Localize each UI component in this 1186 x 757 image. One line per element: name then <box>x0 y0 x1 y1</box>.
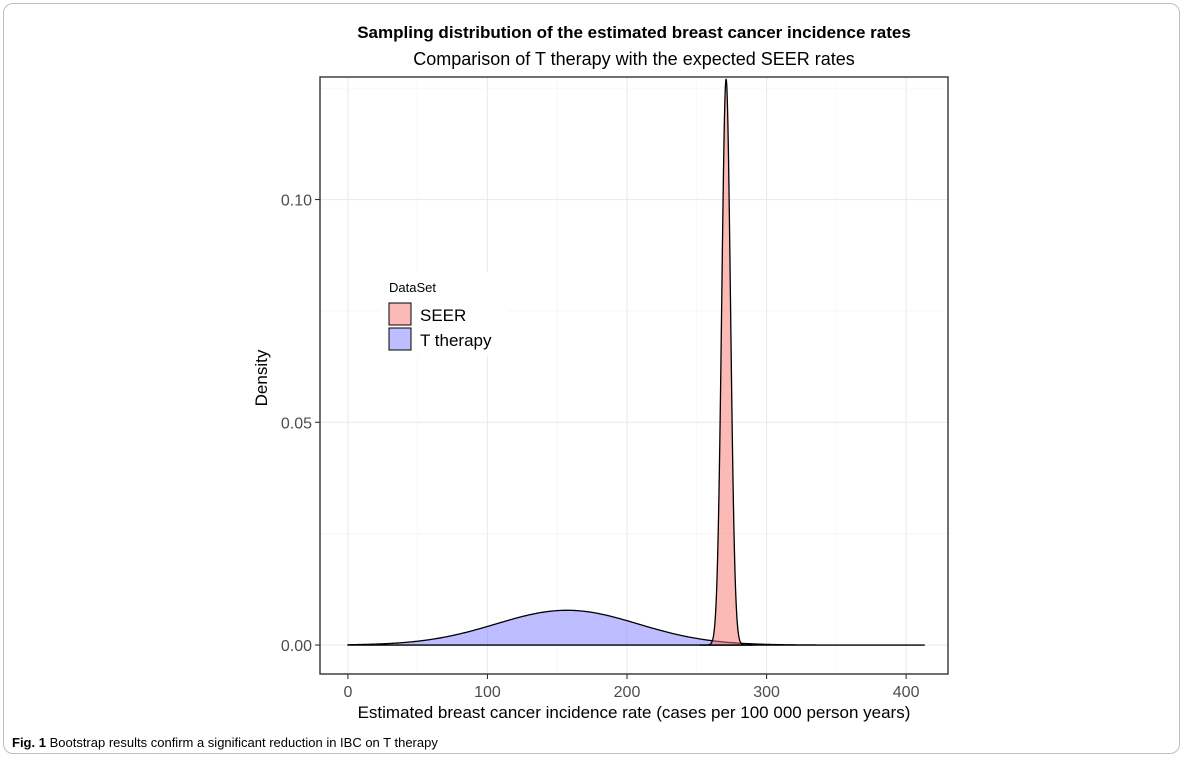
chart-subtitle: Comparison of T therapy with the expecte… <box>413 49 855 69</box>
density-area-seer <box>699 78 754 646</box>
y-tick-label: 0.05 <box>281 415 312 432</box>
x-tick-label: 100 <box>474 684 501 701</box>
plot-panel-border <box>319 76 949 675</box>
x-tick-label: 300 <box>753 684 780 701</box>
chart-title: Sampling distribution of the estimated b… <box>357 23 911 42</box>
grid-lines <box>320 77 948 674</box>
legend-key-t-therapy <box>388 327 412 351</box>
density-areas <box>347 78 925 646</box>
axis-ticks: 0 100 200 300 400 0.00 0.05 0.10 <box>281 193 920 701</box>
x-tick-label: 400 <box>893 684 920 701</box>
legend-key-seer <box>388 302 412 326</box>
x-tick-label: 0 <box>343 684 352 701</box>
x-axis-label: Estimated breast cancer incidence rate (… <box>358 703 911 722</box>
x-tick-label: 200 <box>614 684 641 701</box>
caption-text: Bootstrap results confirm a significant … <box>49 735 438 750</box>
y-tick-label: 0.10 <box>281 193 312 210</box>
y-axis-label: Density <box>252 349 271 406</box>
density-area-t-therapy <box>347 609 925 646</box>
caption-label: Fig. 1 <box>12 735 46 750</box>
figure-caption: Fig. 1 Bootstrap results confirm a signi… <box>12 735 438 750</box>
y-tick-label: 0.00 <box>281 638 312 655</box>
legend-label-t-therapy: T therapy <box>420 331 492 350</box>
legend-title: DataSet <box>389 280 436 295</box>
legend: DataSet SEER T therapy <box>380 272 508 356</box>
legend-label-seer: SEER <box>420 306 466 325</box>
